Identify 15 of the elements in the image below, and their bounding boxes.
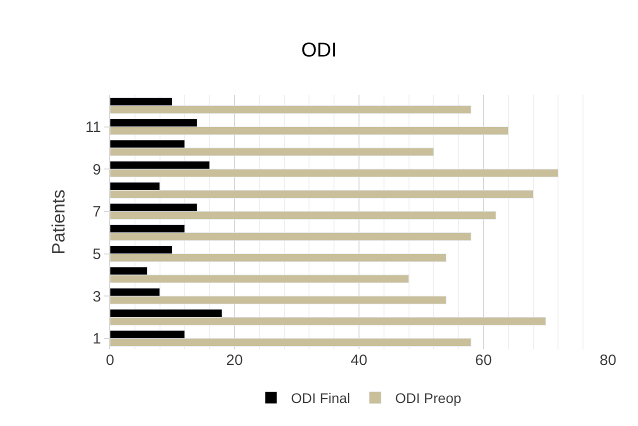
y-tick-label: 1 [92,330,101,348]
y-tick-label: 9 [92,161,101,178]
y-tick-label: 5 [92,246,101,263]
y-axis-title: Patients [48,189,69,255]
y-tick-label: 11 [85,119,101,136]
legend-label: ODI Preop [395,390,462,406]
x-tick-label: 40 [350,352,368,369]
x-tick-label: 80 [600,352,616,369]
y-tick-label: 7 [92,204,101,221]
x-tick-label: 20 [226,352,243,369]
chart-title: ODI [301,40,337,62]
x-tick-label: 0 [106,352,114,369]
legend-label: ODI Final [291,390,350,406]
y-tick-label: 3 [92,288,101,306]
x-tick-label: 60 [475,352,492,369]
